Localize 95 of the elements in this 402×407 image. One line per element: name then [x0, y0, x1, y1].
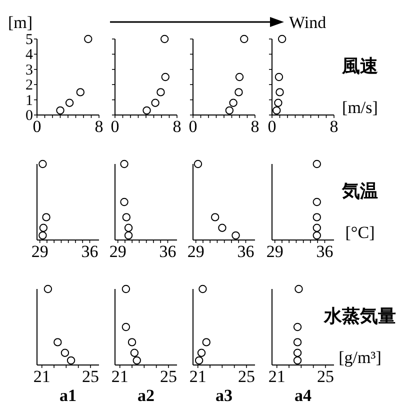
- point: [202, 338, 210, 346]
- x-tick-label: 8: [250, 117, 260, 136]
- point: [198, 284, 207, 294]
- point: [122, 284, 130, 294]
- x-tick-label: 21: [268, 367, 286, 386]
- x-tick-label: 21: [111, 367, 128, 386]
- y-tick-label: 3: [26, 62, 33, 78]
- x-tick-label: 8: [172, 117, 182, 136]
- point: [312, 198, 321, 206]
- point: [229, 98, 238, 107]
- point: [225, 106, 234, 115]
- annotation: 水蒸気量: [323, 306, 396, 326]
- x-tick-label: 8: [330, 117, 338, 136]
- point: [312, 160, 321, 168]
- point: [156, 88, 165, 96]
- point: [84, 34, 92, 44]
- point: [122, 322, 130, 332]
- text: [°C]: [345, 223, 375, 242]
- point: [272, 106, 281, 115]
- x-tick-label: 21: [33, 367, 50, 386]
- x-axis-title: a4: [294, 386, 312, 405]
- x-tick-label: 25: [82, 367, 99, 386]
- x-tick-label: 25: [316, 367, 334, 386]
- x-tick-label: 8: [94, 117, 104, 136]
- y-tick-label: 5: [26, 32, 33, 48]
- x-tick-label: 25: [238, 367, 255, 386]
- x-tick-label: 0: [188, 117, 198, 136]
- x-tick-label: 0: [110, 117, 120, 136]
- point: [294, 284, 303, 294]
- x-tick-label: 29: [109, 242, 126, 261]
- x-tick-label: 36: [81, 242, 98, 261]
- point: [124, 231, 133, 240]
- point: [122, 213, 130, 222]
- point: [132, 356, 141, 365]
- point: [312, 224, 321, 232]
- text: [m/s]: [342, 98, 378, 117]
- text: Wind: [289, 13, 327, 32]
- point: [232, 231, 240, 240]
- point: [210, 213, 220, 222]
- point: [194, 356, 204, 365]
- x-tick-label: 21: [189, 367, 206, 386]
- point: [60, 348, 70, 357]
- x-tick-label: 36: [316, 242, 334, 261]
- point: [142, 106, 151, 115]
- point: [161, 72, 170, 82]
- point: [278, 34, 286, 44]
- x-tick-label: 29: [31, 242, 48, 261]
- point: [293, 322, 302, 332]
- point: [293, 338, 302, 346]
- point: [218, 224, 226, 232]
- point: [276, 88, 284, 96]
- x-tick-label: 29: [266, 242, 284, 261]
- point: [128, 338, 136, 346]
- point: [235, 72, 244, 82]
- x-axis-title: a3: [216, 386, 232, 405]
- point: [44, 284, 52, 294]
- x-tick-label: 36: [159, 242, 176, 261]
- point: [194, 160, 202, 168]
- point: [38, 160, 47, 168]
- point: [124, 224, 133, 232]
- x-tick-label: 29: [187, 242, 204, 261]
- point: [293, 356, 302, 365]
- point: [39, 224, 48, 232]
- text: 風速: [341, 56, 378, 76]
- y-tick-label: 2: [26, 78, 33, 94]
- point: [54, 338, 62, 346]
- point: [38, 231, 47, 240]
- point: [293, 348, 302, 357]
- point: [130, 348, 139, 357]
- point: [120, 160, 128, 168]
- point: [240, 34, 248, 44]
- x-tick-label: 36: [237, 242, 254, 261]
- point: [312, 231, 321, 240]
- text: 気温: [341, 181, 378, 201]
- point: [66, 356, 76, 365]
- text: [g/m³]: [338, 348, 382, 367]
- point: [274, 72, 284, 82]
- x-axis-title: a2: [138, 386, 154, 405]
- y-tick-label: 1: [26, 92, 33, 109]
- x-tick-label: 0: [268, 117, 276, 136]
- point: [151, 98, 160, 107]
- point: [197, 348, 206, 357]
- x-tick-label: 25: [160, 367, 177, 386]
- point: [312, 213, 321, 222]
- point: [65, 98, 74, 107]
- point: [56, 106, 64, 115]
- y-axis-title: [m]: [8, 13, 33, 32]
- y-tick-label: 4: [26, 47, 34, 64]
- point: [76, 88, 84, 96]
- point: [120, 198, 128, 206]
- point: [274, 98, 282, 107]
- point: [234, 88, 243, 96]
- x-axis-title: a1: [60, 386, 76, 405]
- point: [160, 34, 169, 44]
- point: [42, 213, 50, 222]
